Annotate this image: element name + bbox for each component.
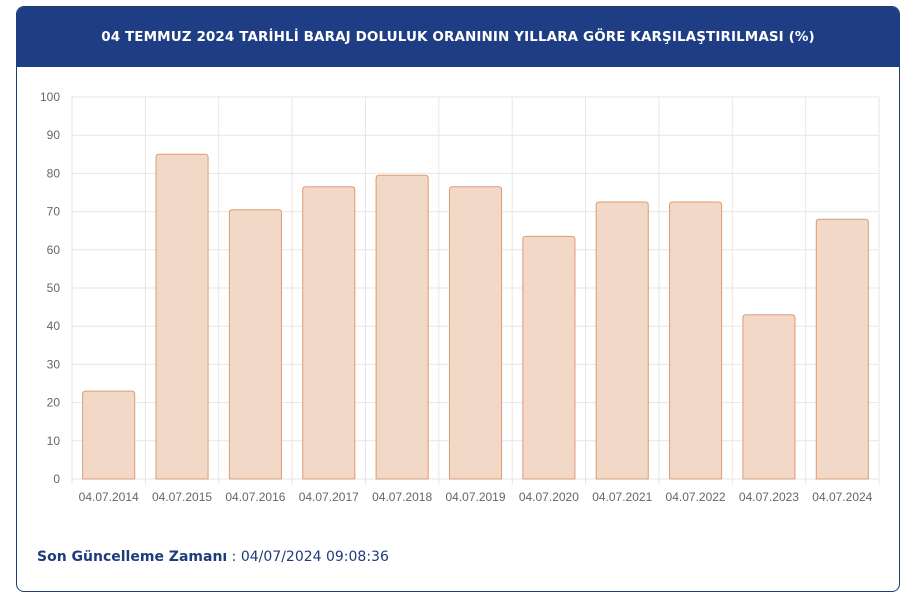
y-tick-label: 90 xyxy=(47,128,61,142)
x-tick-label: 04.07.2016 xyxy=(225,490,285,504)
y-tick-label: 0 xyxy=(53,472,60,486)
bar xyxy=(375,174,429,480)
x-tick-label: 04.07.2017 xyxy=(299,490,359,504)
y-tick-label: 40 xyxy=(47,319,61,333)
y-tick-label: 10 xyxy=(47,434,61,448)
y-tick-label: 80 xyxy=(47,166,61,180)
bar-chart: 0 10 20 30 40 50 60 70 80 90 100 04.07.2014 04.07.20… xyxy=(40,90,880,504)
chart-card: 04 TEMMUZ 2024 TARİHLİ BARAJ DOLULUK ORA… xyxy=(16,6,900,592)
bar xyxy=(742,314,796,480)
y-tick-label: 100 xyxy=(40,90,60,104)
x-tick-label: 04.07.2022 xyxy=(666,490,726,504)
y-tick-label: 20 xyxy=(47,396,61,410)
y-tick-label: 70 xyxy=(47,205,61,219)
y-tick-label: 50 xyxy=(47,281,61,295)
bar xyxy=(155,153,209,480)
x-tick-label: 04.07.2015 xyxy=(152,490,212,504)
bar xyxy=(302,186,356,480)
last-update-label: Son Güncelleme Zamanı xyxy=(37,549,228,565)
card-header: 04 TEMMUZ 2024 TARİHLİ BARAJ DOLULUK ORA… xyxy=(17,7,899,67)
chart-title: 04 TEMMUZ 2024 TARİHLİ BARAJ DOLULUK ORA… xyxy=(101,29,815,45)
bar xyxy=(448,186,503,480)
bar xyxy=(669,201,723,480)
x-tick-label: 04.07.2014 xyxy=(79,490,139,504)
y-tick-label: 60 xyxy=(47,243,61,257)
y-tick-label: 30 xyxy=(47,357,61,371)
bar xyxy=(595,201,649,480)
bar xyxy=(228,209,282,480)
x-tick-label: 04.07.2021 xyxy=(592,490,652,504)
bar xyxy=(522,235,576,480)
x-tick-label: 04.07.2024 xyxy=(812,490,872,504)
last-update-separator: : xyxy=(227,549,241,565)
bar xyxy=(82,390,136,480)
bar xyxy=(815,218,869,480)
last-update-value: 04/07/2024 09:08:36 xyxy=(240,549,389,565)
last-update: Son Güncelleme Zamanı : 04/07/2024 09:08… xyxy=(37,549,389,565)
x-tick-label: 04.07.2023 xyxy=(739,490,799,504)
x-tick-label: 04.07.2019 xyxy=(445,490,505,504)
x-tick-label: 04.07.2020 xyxy=(519,490,579,504)
x-tick-label: 04.07.2018 xyxy=(372,490,432,504)
